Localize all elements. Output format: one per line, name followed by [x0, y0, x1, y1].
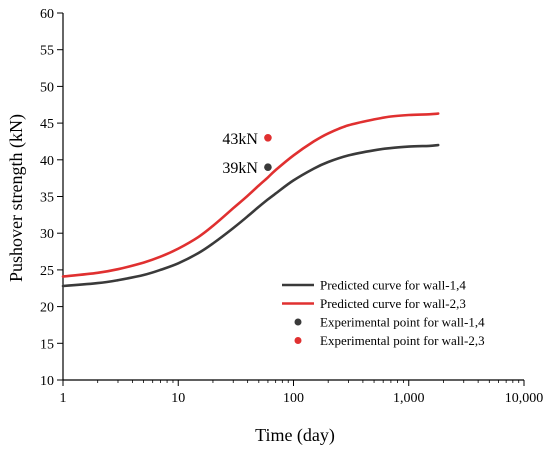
y-tick-label: 45 — [40, 117, 54, 132]
y-tick-label: 25 — [40, 264, 54, 279]
annotation-layer: 43kN 39kN — [222, 131, 258, 177]
x-tick-label: 100 — [283, 391, 304, 406]
x-axis-title: Time (day) — [255, 425, 335, 446]
legend-label: Experimental point for wall-2,3 — [320, 333, 485, 348]
x-tick-label: 1,000 — [393, 391, 425, 406]
y-tick-label: 50 — [40, 80, 54, 95]
y-tick-label: 40 — [40, 154, 54, 169]
legend-label: Predicted curve for wall-2,3 — [320, 296, 466, 311]
y-tick-label: 35 — [40, 191, 54, 206]
y-tick-label: 55 — [40, 44, 54, 59]
y-axis-title: Pushover strength (kN) — [6, 114, 27, 282]
x-tick-label: 10,000 — [505, 391, 544, 406]
series-layer — [61, 112, 440, 288]
series-line — [61, 112, 440, 278]
legend-label: Predicted curve for wall-1,4 — [320, 278, 466, 293]
x-axis: 1 10 100 1,000 10,000 — [60, 380, 544, 406]
annotation-label: 43kN — [222, 131, 258, 148]
x-tick-label: 1 — [60, 391, 67, 406]
legend-marker — [294, 337, 302, 344]
y-axis: 10 15 20 25 30 35 40 45 50 55 60 — [40, 7, 63, 389]
y-tick-label: 10 — [40, 374, 54, 389]
legend-label: Experimental point for wall-1,4 — [320, 315, 485, 330]
series-line — [61, 143, 440, 288]
y-tick-label: 30 — [40, 227, 54, 242]
y-tick-label: 20 — [40, 301, 54, 316]
data-point — [264, 133, 272, 142]
legend: Predicted curve for wall-1,4 Predicted cu… — [282, 278, 485, 348]
y-tick-label: 60 — [40, 7, 54, 22]
legend-marker — [294, 318, 302, 326]
y-tick-label: 15 — [40, 337, 54, 352]
x-tick-label: 10 — [171, 391, 185, 406]
data-point — [264, 163, 272, 171]
annotation-label: 39kN — [222, 160, 258, 177]
